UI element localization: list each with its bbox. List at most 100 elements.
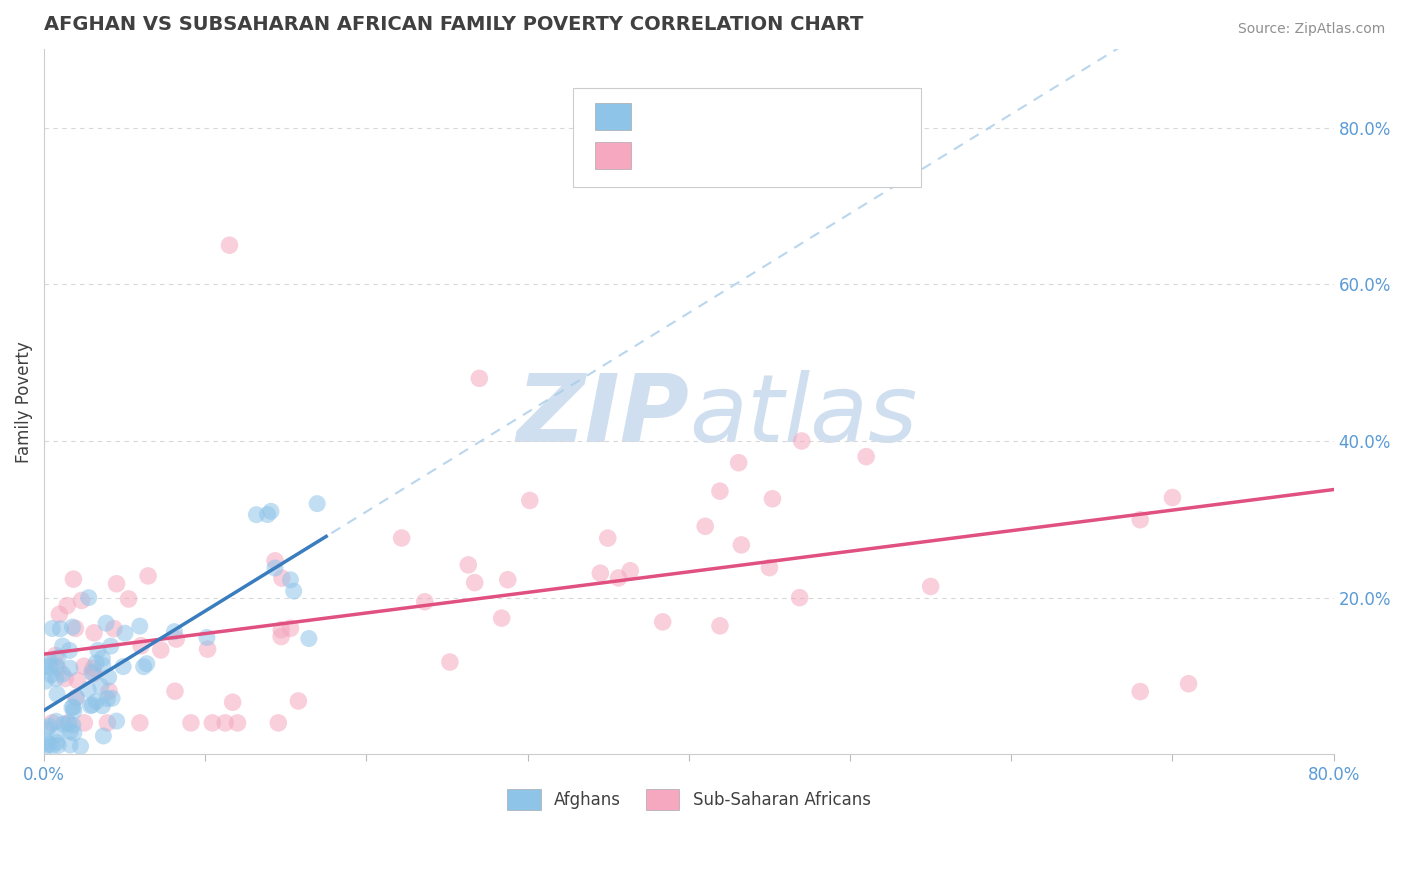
Point <box>66 673 89 688</box>
Point <box>35 739 58 754</box>
Point <box>264 561 287 575</box>
Point <box>129 639 152 653</box>
Point <box>45 658 67 673</box>
Text: N = 71: N = 71 <box>783 107 851 126</box>
Point <box>79 698 101 713</box>
Point <box>39 667 62 681</box>
Point <box>53 672 76 686</box>
Point <box>52 717 75 731</box>
Point <box>84 694 107 708</box>
Point <box>117 591 139 606</box>
Point <box>59 661 82 675</box>
Point <box>91 698 114 713</box>
Point <box>87 643 110 657</box>
Point <box>1177 677 1199 691</box>
Point <box>790 434 813 448</box>
Point <box>45 672 67 686</box>
Point <box>413 595 436 609</box>
Point <box>214 715 236 730</box>
Point <box>307 497 329 511</box>
Point <box>59 724 82 739</box>
Point <box>221 695 243 709</box>
Point <box>90 679 112 693</box>
Point <box>62 572 84 586</box>
Point <box>457 558 479 572</box>
Point <box>48 607 70 622</box>
Point <box>163 624 186 639</box>
Point <box>41 715 63 730</box>
Point <box>256 508 278 522</box>
Point <box>439 655 461 669</box>
Text: atlas: atlas <box>689 370 917 461</box>
Point <box>77 682 100 697</box>
Legend: Afghans, Sub-Saharan Africans: Afghans, Sub-Saharan Africans <box>501 782 877 816</box>
Point <box>709 619 731 633</box>
Point <box>59 738 82 752</box>
Point <box>94 616 117 631</box>
Point <box>619 564 641 578</box>
Point <box>197 642 219 657</box>
Point <box>260 504 283 518</box>
Point <box>226 715 249 730</box>
FancyBboxPatch shape <box>595 142 631 169</box>
Point <box>730 538 752 552</box>
Point <box>49 622 72 636</box>
Point <box>267 715 290 730</box>
Point <box>727 456 749 470</box>
Point <box>46 727 69 741</box>
Point <box>39 659 62 673</box>
Point <box>218 238 240 252</box>
Point <box>58 643 80 657</box>
Point <box>201 715 224 730</box>
Point <box>589 566 612 581</box>
Point <box>96 715 118 730</box>
Point <box>60 700 83 714</box>
Point <box>114 626 136 640</box>
Text: R = 0.508: R = 0.508 <box>641 146 740 164</box>
Point <box>264 554 287 568</box>
Point <box>35 735 58 749</box>
Point <box>195 631 218 645</box>
Point <box>129 715 152 730</box>
Point <box>103 622 125 636</box>
Point <box>132 659 155 673</box>
Point <box>112 659 135 673</box>
Point <box>709 484 731 499</box>
Point <box>96 691 118 706</box>
Point <box>77 591 100 605</box>
Point <box>1129 513 1152 527</box>
Point <box>82 661 104 675</box>
Point <box>100 639 122 653</box>
Text: ZIP: ZIP <box>516 370 689 462</box>
Point <box>62 620 84 634</box>
Point <box>35 659 58 673</box>
Point <box>93 729 115 743</box>
Point <box>46 650 69 665</box>
Point <box>38 719 60 733</box>
Point <box>46 739 69 753</box>
Point <box>73 715 96 730</box>
Point <box>82 698 104 712</box>
Point <box>80 665 103 680</box>
Point <box>41 622 63 636</box>
Point <box>245 508 267 522</box>
Point <box>496 573 519 587</box>
Point <box>607 571 630 585</box>
Point <box>62 704 84 718</box>
Point <box>1161 491 1184 505</box>
Point <box>58 716 80 731</box>
Point <box>149 643 172 657</box>
Point <box>270 630 292 644</box>
Point <box>271 571 294 585</box>
Point <box>163 684 186 698</box>
Point <box>45 735 67 749</box>
Point <box>83 625 105 640</box>
Point <box>69 739 91 754</box>
Point <box>91 651 114 665</box>
Point <box>70 593 93 607</box>
Point <box>287 694 309 708</box>
Point <box>136 569 159 583</box>
Point <box>65 690 87 705</box>
Point <box>38 738 60 752</box>
Point <box>98 684 121 698</box>
